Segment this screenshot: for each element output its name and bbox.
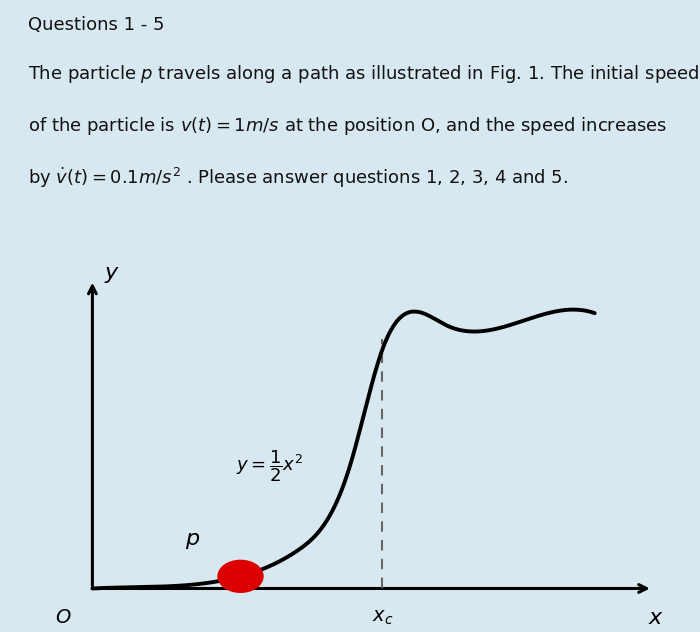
Text: by $\dot{v}(t) = 0.1m/s^2$ . Please answer questions 1, 2, 3, 4 and 5.: by $\dot{v}(t) = 0.1m/s^2$ . Please answ…	[28, 166, 568, 190]
Text: $y = \dfrac{1}{2}x^2$: $y = \dfrac{1}{2}x^2$	[236, 448, 303, 483]
Text: The particle $p$ travels along a path as illustrated in Fig. 1. The initial spee: The particle $p$ travels along a path as…	[28, 63, 699, 85]
Text: $x_c$: $x_c$	[372, 608, 393, 627]
Text: $O$: $O$	[55, 608, 71, 627]
Text: $x$: $x$	[648, 608, 664, 628]
Text: $y$: $y$	[104, 265, 120, 284]
Text: Questions 1 - 5: Questions 1 - 5	[28, 16, 164, 34]
Ellipse shape	[217, 560, 264, 593]
Text: $p$: $p$	[185, 532, 200, 551]
Text: of the particle is $v(t) = 1m/s$ at the position O, and the speed increases: of the particle is $v(t) = 1m/s$ at the …	[28, 114, 667, 137]
